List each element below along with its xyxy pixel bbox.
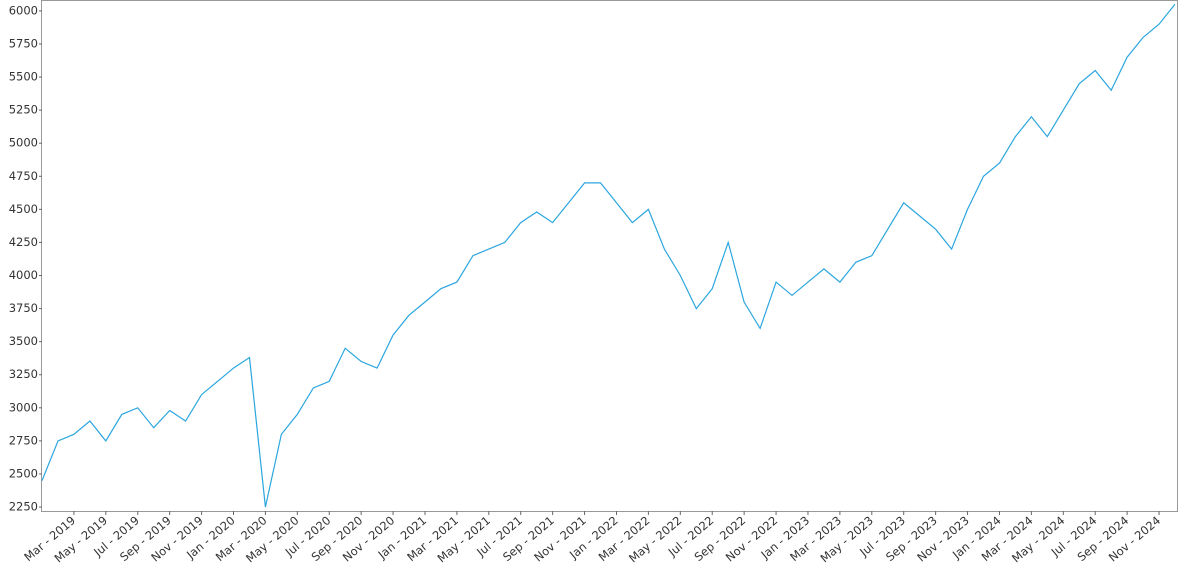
line	[41, 3, 1176, 508]
y-tick-label: 4000	[9, 268, 38, 282]
y-tick-label: 5250	[9, 103, 38, 117]
y-tick-label: 3500	[9, 334, 38, 348]
y-tick-label: 5500	[9, 70, 38, 84]
y-tick-label: 5750	[9, 36, 38, 50]
y-tick-label: 4500	[9, 202, 38, 216]
y-tick-label: 6000	[9, 3, 38, 17]
y-tick-label: 2250	[9, 500, 38, 514]
y-tick-label: 3250	[9, 367, 38, 381]
y-tick-label: 3000	[9, 400, 38, 414]
y-tick-label: 4250	[9, 235, 38, 249]
y-tick-label: 2500	[9, 466, 38, 480]
y-tick-label: 3750	[9, 301, 38, 315]
y-tick-label: 2750	[9, 433, 38, 447]
plot-frame	[41, 0, 1178, 512]
y-tick-label: 4750	[9, 169, 38, 183]
y-tick-label: 5000	[9, 136, 38, 150]
